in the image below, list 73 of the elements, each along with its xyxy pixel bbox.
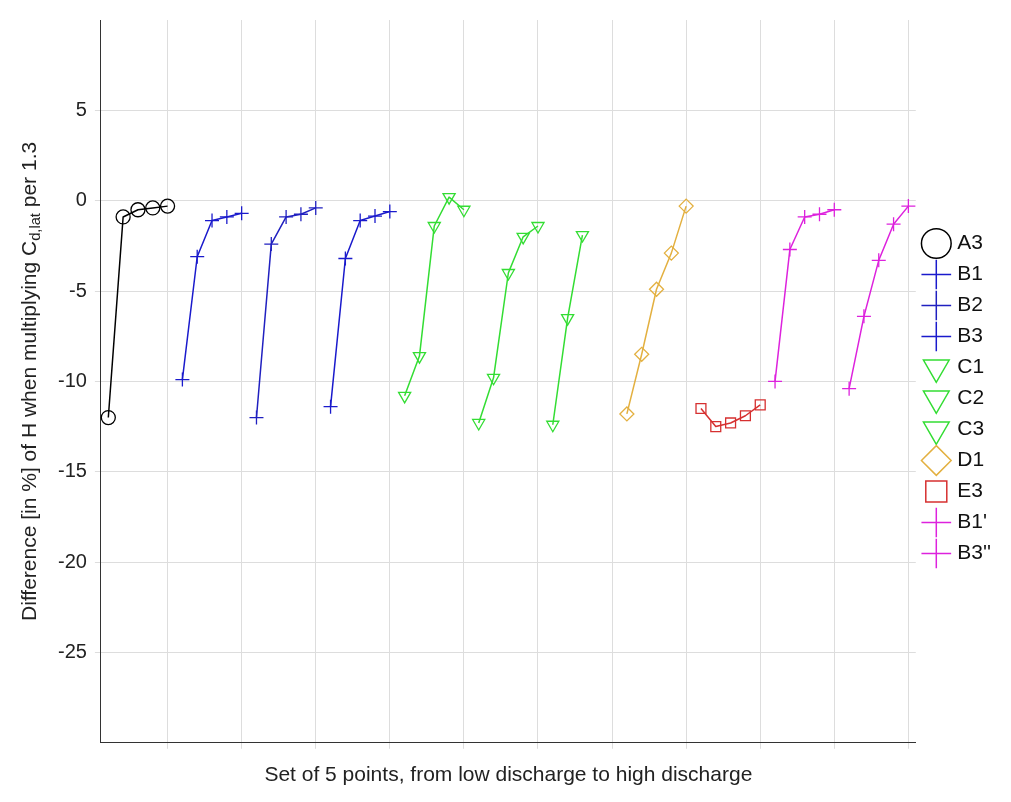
point — [442, 192, 456, 205]
point — [427, 221, 441, 234]
point — [159, 198, 176, 214]
point — [739, 410, 752, 422]
point — [457, 205, 471, 218]
point — [337, 250, 354, 267]
point — [412, 351, 427, 364]
y-axis-title: Difference [in %] of H when multiplying Cd,lat per 1.3 — [16, 141, 44, 621]
point — [648, 281, 665, 297]
point — [219, 209, 235, 225]
point — [367, 208, 383, 224]
legend-label: B1' — [957, 509, 987, 533]
point — [695, 402, 707, 415]
point — [767, 373, 783, 390]
legend-label: E3 — [957, 478, 983, 502]
point — [619, 406, 635, 422]
legend-label: B3'' — [957, 540, 992, 564]
legend-label: B1 — [957, 261, 983, 285]
point — [204, 212, 220, 229]
legend-label: B3 — [957, 323, 983, 347]
point — [811, 206, 828, 222]
point — [663, 245, 679, 261]
y-tick-label: -15 — [58, 459, 87, 482]
point — [263, 236, 279, 252]
point — [501, 268, 516, 281]
point — [189, 249, 205, 265]
legend-label: C3 — [957, 416, 985, 440]
point — [308, 200, 324, 216]
point — [826, 202, 842, 218]
point — [352, 212, 368, 229]
point — [174, 371, 191, 388]
point — [856, 308, 872, 324]
point — [546, 420, 560, 433]
point — [100, 409, 116, 426]
legend-label: C1 — [957, 354, 985, 378]
point — [900, 198, 917, 214]
point — [278, 209, 294, 225]
legend-label: A3 — [957, 230, 983, 254]
point — [710, 420, 722, 433]
legend-label: C2 — [957, 385, 985, 409]
y-tick-label: -5 — [69, 278, 87, 301]
point — [841, 380, 857, 397]
point — [724, 417, 737, 429]
point — [472, 418, 486, 431]
point — [130, 202, 146, 218]
point — [382, 203, 398, 220]
point — [145, 200, 161, 216]
point — [782, 241, 798, 258]
point — [754, 399, 766, 411]
point — [678, 198, 694, 214]
y-tick-label: -20 — [58, 549, 87, 572]
x-axis-title: Set of 5 points, from low discharge to high discharge — [264, 762, 753, 786]
point — [885, 216, 902, 232]
point — [397, 391, 412, 404]
legend-label: D1 — [957, 447, 985, 471]
y-tick-label: -10 — [58, 368, 87, 391]
point — [486, 373, 501, 386]
point — [234, 205, 250, 221]
y-tick-label: 5 — [75, 97, 87, 120]
point — [322, 399, 339, 415]
point — [248, 409, 265, 426]
point — [575, 230, 590, 243]
y-tick-label: -25 — [58, 639, 87, 662]
point — [115, 209, 131, 225]
point — [531, 221, 545, 234]
point — [560, 314, 575, 326]
point — [634, 346, 650, 362]
point — [516, 232, 530, 245]
y-tick-label: 0 — [75, 188, 87, 211]
point — [293, 206, 309, 222]
point — [797, 209, 813, 225]
point — [871, 252, 887, 268]
legend-label: B2 — [957, 292, 983, 316]
